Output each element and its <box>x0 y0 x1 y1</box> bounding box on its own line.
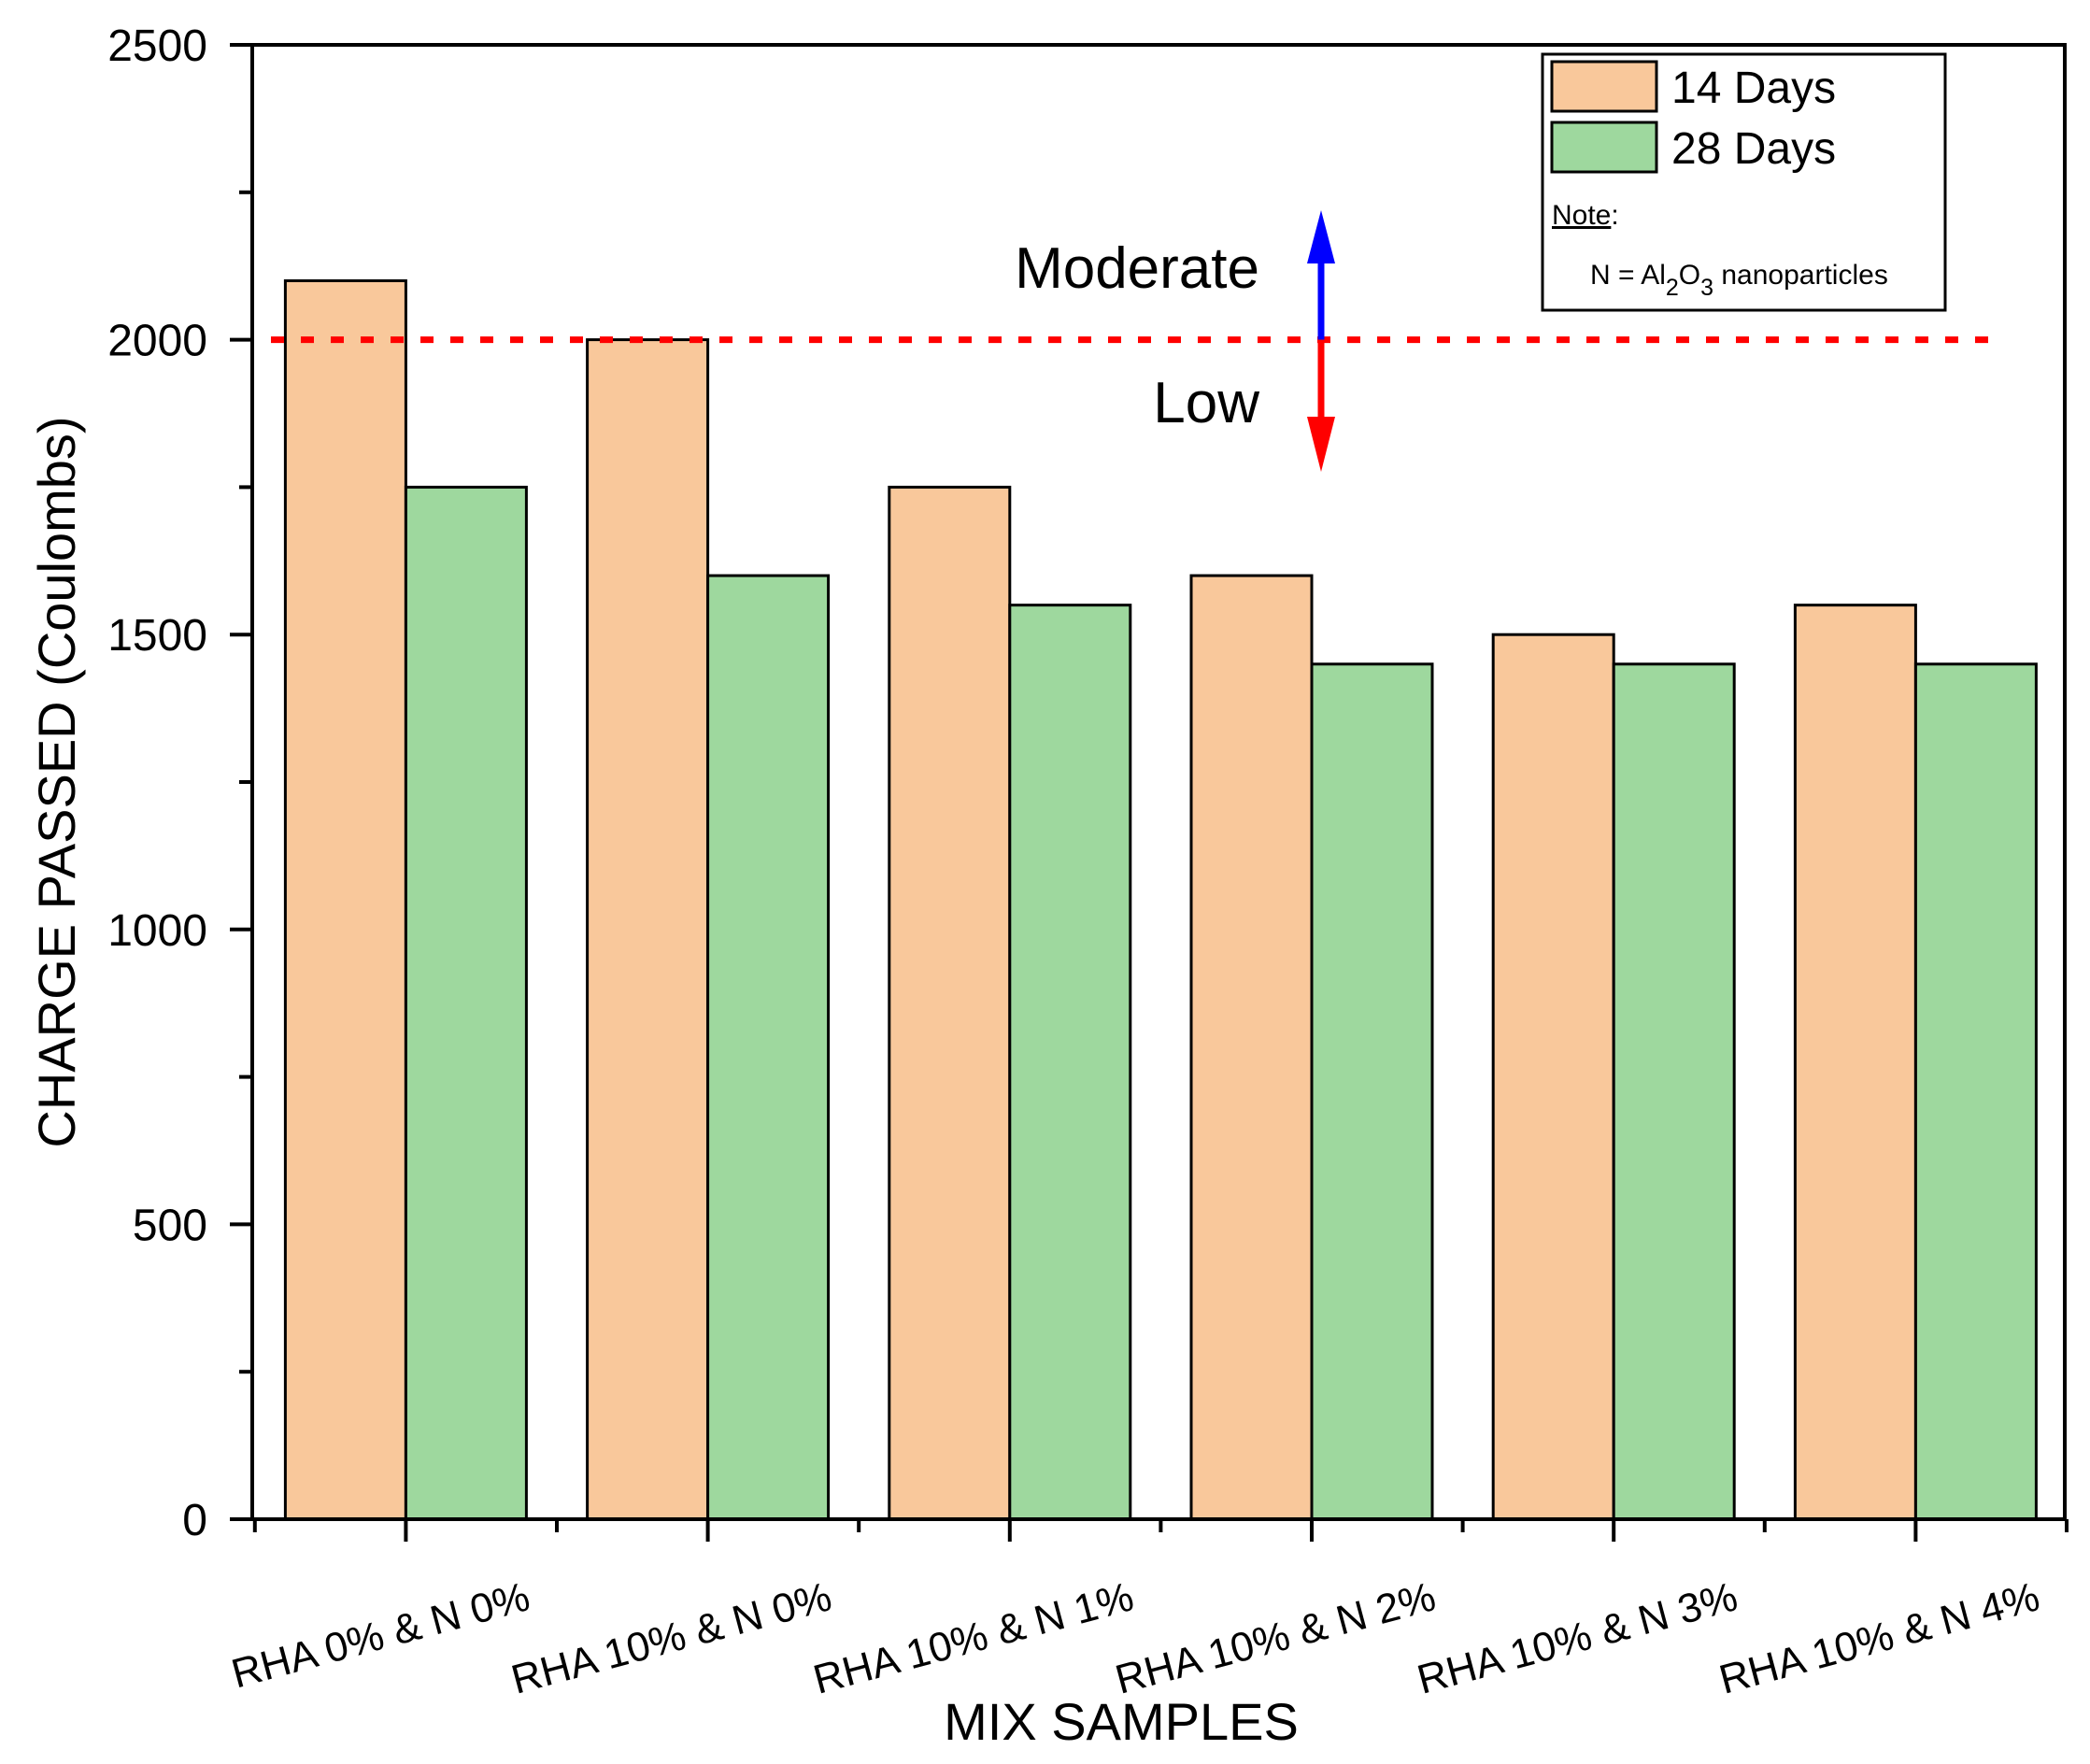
bar-28-days-4 <box>1310 662 1434 1521</box>
axes-group: 0 500 1000 1500 2000 2500 <box>107 21 2069 1545</box>
y-tick-label-0: 0 <box>182 1496 207 1545</box>
y-tick-label-1000: 1000 <box>107 906 207 956</box>
bar-28-days-2 <box>706 574 831 1521</box>
bar-14-days-3 <box>888 485 1012 1521</box>
legend-swatch-14-days <box>1550 60 1658 113</box>
note-subscript-1: 2 <box>1666 275 1679 301</box>
bar-group <box>283 278 2038 1521</box>
y-tick-label-1500: 1500 <box>107 611 207 661</box>
bar-28-days-1 <box>404 485 528 1521</box>
moderate-label: Moderate <box>1015 236 1259 301</box>
y-tick-label-2500: 2500 <box>107 21 207 71</box>
threshold-group: Moderate Low <box>271 210 1999 472</box>
legend-label-28-days: 28 Days <box>1671 124 1836 174</box>
bar-14-days-2 <box>586 338 710 1521</box>
bar-14-days-5 <box>1491 633 1615 1521</box>
bar-28-days-3 <box>1008 604 1132 1521</box>
note-heading: Note: <box>1552 200 1619 231</box>
note-subscript-2: 3 <box>1700 275 1713 301</box>
low-label: Low <box>1153 371 1259 435</box>
y-axis-title: CHARGE PASSED (Coulombs) <box>27 416 86 1147</box>
note-heading-word: Note <box>1552 200 1611 231</box>
y-tick-label-2000: 2000 <box>107 317 207 366</box>
note-prefix: N = Al <box>1590 260 1666 291</box>
note-heading-colon: : <box>1611 200 1618 231</box>
x-axis-title: MIX SAMPLES <box>944 1692 1299 1751</box>
legend-swatch-28-days <box>1550 121 1658 174</box>
bar-28-days-5 <box>1612 662 1736 1521</box>
low-arrow-head <box>1307 417 1335 472</box>
bar-14-days-4 <box>1189 574 1314 1521</box>
note-middle: O <box>1679 260 1700 291</box>
y-tick-label-500: 500 <box>133 1201 207 1250</box>
moderate-arrow-head <box>1307 210 1335 263</box>
legend-group: 14 Days 28 Days Note: N = Al2O3 nanoparticl… <box>1541 52 1947 312</box>
bar-28-days-6 <box>1913 662 2038 1521</box>
bar-14-days-6 <box>1793 604 1917 1521</box>
bar-14-days-1 <box>283 278 407 1521</box>
note-definition: N = Al2O3 nanoparticles <box>1590 260 1888 301</box>
note-suffix: nanoparticles <box>1713 260 1888 291</box>
legend-label-14-days: 14 Days <box>1671 64 1836 113</box>
